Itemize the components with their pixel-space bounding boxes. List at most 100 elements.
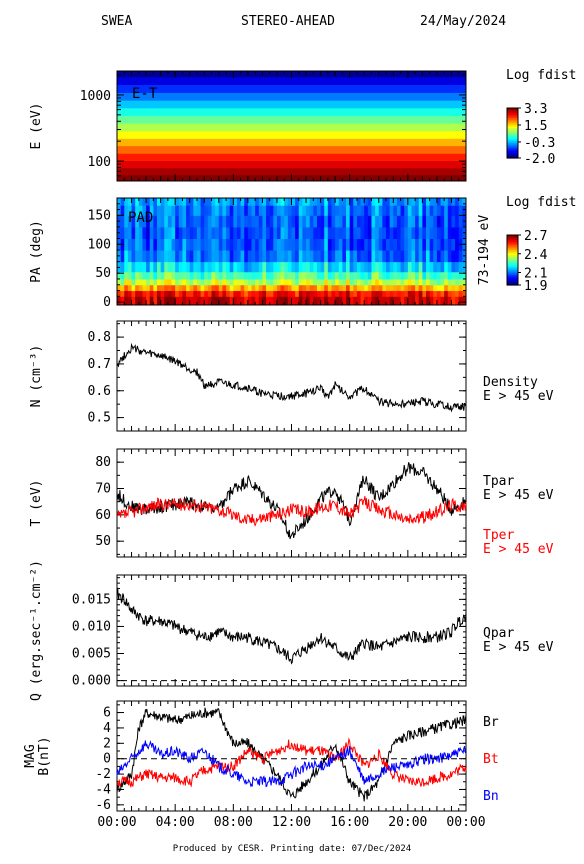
pad-cell: [462, 278, 467, 286]
pad-cell: [222, 278, 227, 286]
pad-cell: [462, 198, 467, 206]
pad-cell: [440, 250, 445, 263]
pad-cell: [131, 226, 136, 239]
pad-cell: [164, 215, 169, 228]
pad-cell: [302, 278, 307, 286]
pad-cell: [273, 226, 278, 239]
pad-cell: [262, 296, 267, 306]
pad-cell: [335, 250, 340, 263]
pad-cell: [131, 296, 136, 306]
pad-cell: [455, 226, 460, 239]
pad-cell: [186, 250, 191, 263]
pad-cell: [320, 278, 325, 286]
energy-band-13: [117, 76, 466, 86]
colorbar-cell-1: [507, 255, 518, 258]
pad-cell: [266, 271, 271, 280]
pad-cell: [455, 284, 460, 292]
pad-cell: [236, 290, 242, 297]
pad-cell: [356, 250, 362, 263]
colorbar-cell-1: [507, 283, 518, 286]
pad-cell: [244, 296, 249, 306]
pad-cell: [444, 261, 449, 273]
pad-cell: [447, 226, 452, 239]
pad-cell: [364, 238, 369, 251]
pad-cell: [189, 278, 194, 286]
pad-cell: [316, 296, 322, 306]
pad-cell: [393, 278, 398, 286]
pad-cell: [451, 284, 456, 292]
pad-cell: [426, 290, 431, 297]
pad-cell: [447, 271, 452, 280]
pad-cell: [153, 296, 158, 306]
pad-cell: [153, 205, 158, 216]
pad-cell: [247, 250, 253, 263]
pad-cell: [142, 271, 147, 280]
pad-cell: [447, 250, 452, 263]
pad-cell: [436, 296, 442, 306]
pad-cell: [262, 198, 267, 206]
pad-cell: [196, 198, 202, 206]
pad-cell: [160, 278, 165, 286]
pad-cell: [360, 226, 365, 239]
pad-cell: [320, 296, 325, 306]
pad-cell: [226, 278, 231, 286]
pad-cell: [433, 271, 438, 280]
pad-cell: [386, 271, 391, 280]
pad-cell: [320, 215, 325, 228]
pad-cell: [204, 226, 209, 239]
pad-cell: [364, 261, 369, 273]
pad-cell: [400, 278, 405, 286]
pad-cell: [386, 198, 391, 206]
pad-cell: [327, 250, 332, 263]
pad-cell: [378, 205, 383, 216]
pad-cell: [400, 238, 405, 251]
pad-cell: [229, 215, 234, 228]
footer-credit: Produced by CESR. Printing date: 07/Dec/…: [172, 844, 412, 854]
pad-cell: [251, 278, 256, 286]
pad-cell: [436, 238, 442, 251]
pad-cell: [389, 205, 394, 216]
pad-cell: [364, 215, 369, 228]
x-tick-label-3: 12:00: [272, 815, 311, 830]
pad-cell: [273, 261, 278, 273]
pad-cell: [444, 284, 449, 292]
pad-cell: [273, 271, 278, 280]
pad-cell: [349, 205, 354, 216]
pad-cell: [360, 271, 365, 280]
pad-cell: [156, 271, 162, 280]
pad-cell: [353, 205, 358, 216]
pad-cell: [178, 250, 183, 263]
pad-cell: [276, 215, 282, 228]
pad-cell: [251, 250, 256, 263]
y-tick-label-0-0: 100: [88, 155, 111, 170]
energy-band-1: [117, 167, 466, 176]
pad-cell: [135, 205, 140, 216]
pad-cell: [455, 296, 460, 306]
pad-cell: [229, 296, 234, 306]
pad-cell: [244, 250, 249, 263]
legend-3-0: Tpar: [483, 474, 514, 489]
pad-cell: [131, 278, 136, 286]
pad-cell: [324, 278, 329, 286]
pad-cell: [393, 290, 398, 297]
pad-cell: [306, 205, 311, 216]
pad-cell: [171, 271, 176, 280]
pad-cell: [258, 284, 263, 292]
panel-annotation-1: PAD: [128, 210, 153, 226]
pad-cell: [138, 198, 143, 206]
pad-cell: [284, 290, 289, 297]
pad-cell: [407, 238, 412, 251]
pad-cell: [160, 205, 165, 216]
pad-cell: [186, 215, 191, 228]
pad-cell: [327, 198, 332, 206]
pad-cell: [258, 205, 263, 216]
pad-cell: [287, 226, 292, 239]
pad-cell: [167, 296, 173, 306]
pad-cell: [302, 290, 307, 297]
pad-cell: [433, 278, 438, 286]
pad-cell: [335, 226, 340, 239]
pad-cell: [338, 226, 343, 239]
pad-cell: [273, 296, 278, 306]
pad-cell: [353, 250, 358, 263]
